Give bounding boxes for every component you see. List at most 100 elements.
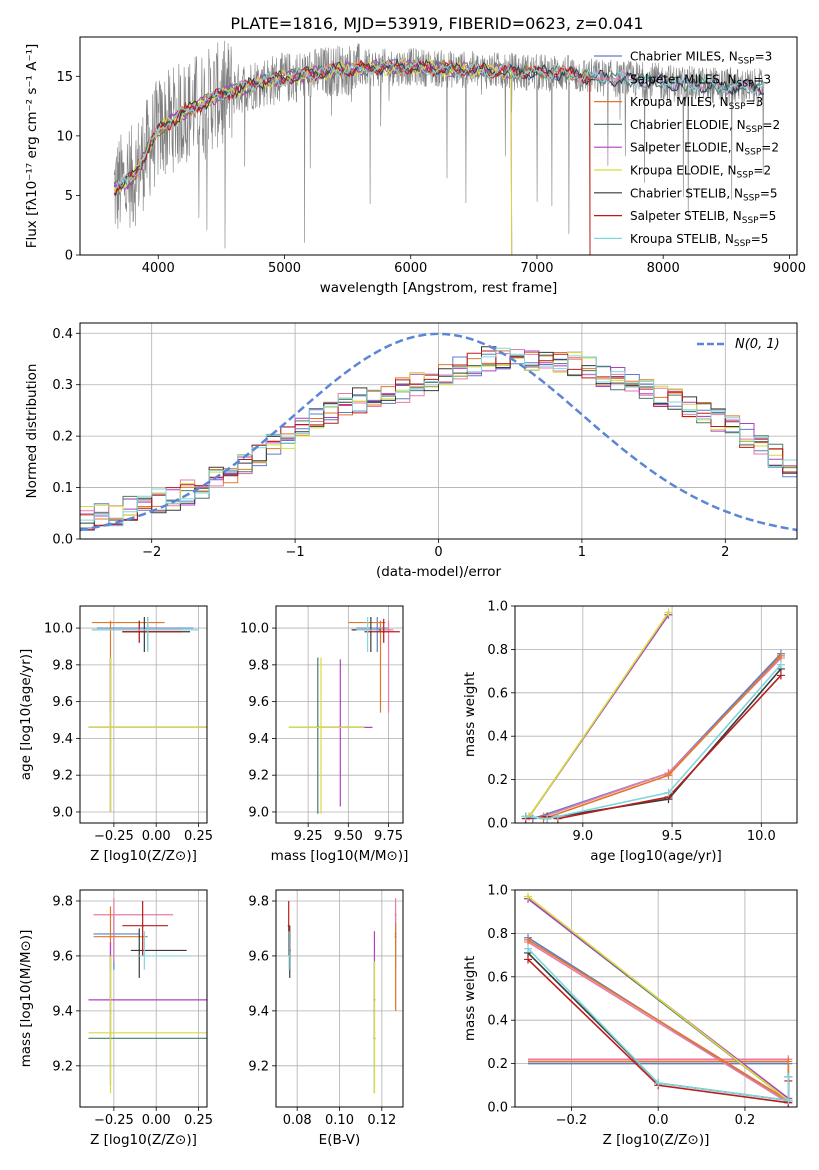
axes-frame xyxy=(514,889,798,1108)
legend-entry: Kroupa STELIB, NSSP=5 xyxy=(630,232,768,249)
panel-mass-vs-EBV: 0.08 0.10 0.12 9.2 9.4 9.6 9.8 E(B-V) xyxy=(248,889,404,1148)
series-line-kroupa-stelib xyxy=(527,948,790,1102)
y-tick-label: 9.4 xyxy=(248,1004,269,1019)
histogram-salpeter-stelib xyxy=(80,350,797,531)
x-tick-label: −0.25 xyxy=(94,829,134,844)
legend-entry-main: Salpeter ELODIE, N xyxy=(630,141,744,155)
legend-entry-tail: =5 xyxy=(759,209,777,223)
x-axis-label: Z [log10(Z/Z⊙)] xyxy=(603,1132,710,1148)
legend-entry: Chabrier STELIB, NSSP=5 xyxy=(630,186,778,203)
x-tick-label: 9.0 xyxy=(572,829,593,844)
legend-entry-sub: SSP xyxy=(743,193,760,203)
x-axis-label: mass [log10(M/M⊙)] xyxy=(271,848,409,864)
axes-frame xyxy=(79,605,208,824)
legend-entry: Chabrier ELODIE, NSSP=2 xyxy=(630,118,780,135)
legend-entry-main: Kroupa MILES, N xyxy=(630,95,729,109)
x-tick-label: 0.00 xyxy=(142,1113,171,1128)
series-line-kroupa-elodie xyxy=(528,612,670,817)
y-tick-label: 9.6 xyxy=(248,949,269,964)
marker-kroupa-miles xyxy=(776,651,785,660)
y-axis-label: mass weight xyxy=(462,956,478,1041)
legend-entry: Kroupa MILES, NSSP=3 xyxy=(630,95,763,112)
y-tick-label: 0.0 xyxy=(487,817,508,832)
axes-frame xyxy=(79,889,208,1108)
axes-frame xyxy=(514,605,798,824)
x-tick-label: 0.25 xyxy=(184,1113,213,1128)
point-kroupa-stelib xyxy=(143,954,146,957)
y-axis-label: mass weight xyxy=(462,672,478,757)
marker-salpeter-stelib xyxy=(524,955,533,964)
legend-entry-sub: SSP xyxy=(737,171,754,181)
y-tick-label: 0.2 xyxy=(52,430,73,445)
panel-weight-vs-Z: −0.2 0.0 0.2 0.0 0.2 0.4 0.6 0.8 1.0 Z [log10(Z/Z… xyxy=(462,884,798,1148)
marker-kroupa-stelib xyxy=(553,812,562,821)
y-tick-label: 9.4 xyxy=(248,732,269,747)
marker-kroupa-elodie xyxy=(664,608,673,617)
marker-kroupa-stelib xyxy=(654,1079,663,1088)
legend-entry-tail: =2 xyxy=(762,118,780,132)
legend-entry-main: Salpeter MILES, N xyxy=(630,72,737,86)
x-tick-label: 4000 xyxy=(142,261,175,276)
point-kroupa-miles xyxy=(394,935,397,938)
legend-entry-main: Kroupa ELODIE, N xyxy=(630,164,737,178)
y-tick-label: 1.0 xyxy=(487,600,508,615)
x-tick-label: 8000 xyxy=(647,261,680,276)
x-tick-label: 0.10 xyxy=(325,1113,354,1128)
x-axis-label: (data-model)/error xyxy=(376,564,502,580)
legend-entry-tail: =5 xyxy=(751,232,769,246)
y-tick-label: 15 xyxy=(56,70,73,85)
y-axis-label: mass [log10(M/M⊙)] xyxy=(18,930,34,1068)
marker-kroupa-stelib xyxy=(521,812,530,821)
point-salpeter-stelib xyxy=(287,924,290,927)
model-line-kroupa-stelib xyxy=(114,58,765,189)
plot-area xyxy=(287,898,397,1094)
legend-entry: N(0, 1) xyxy=(735,337,780,352)
plot-area xyxy=(88,898,207,1094)
x-tick-label: 7000 xyxy=(520,261,553,276)
y-tick-label: 9.4 xyxy=(52,732,73,747)
marker-salpeter-stelib xyxy=(776,671,785,680)
legend-entry-tail: =2 xyxy=(761,141,779,155)
panel-weight-vs-age: 9.0 9.5 10.0 0.0 0.2 0.4 0.6 0.8 1.0 age [log10(a… xyxy=(462,600,798,864)
y-tick-label: 0.8 xyxy=(487,927,508,942)
marker-kroupa-elodie xyxy=(524,892,533,901)
legend-entry-sub: SSP xyxy=(738,57,755,67)
x-axis-label: Z [log10(Z/Z⊙)] xyxy=(90,1132,197,1148)
x-tick-label: 0.0 xyxy=(648,1113,669,1128)
legend-entry-main: Salpeter STELIB, N xyxy=(630,209,742,223)
x-tick-label: −1 xyxy=(286,545,305,560)
point-salpeter-miles xyxy=(112,913,115,916)
y-tick-label: 10.0 xyxy=(44,622,73,637)
y-tick-label: 10.0 xyxy=(240,622,269,637)
x-tick-label: 0.2 xyxy=(735,1113,756,1128)
y-tick-label: 0.4 xyxy=(487,1014,508,1029)
marker-kroupa-miles xyxy=(664,771,673,780)
point-salpeter-miles xyxy=(394,913,397,916)
x-axis-label: wavelength [Angstrom, rest frame] xyxy=(320,280,558,296)
x-tick-label: −0.25 xyxy=(94,1113,134,1128)
legend-entry-tail: =3 xyxy=(746,95,764,109)
y-tick-label: 1.0 xyxy=(487,884,508,899)
y-tick-label: 9.8 xyxy=(52,894,73,909)
panel-mass-vs-Z: −0.25 0.00 0.25 9.2 9.4 9.6 9.8 Z [log10(Z/Z⊙)]… xyxy=(18,889,213,1148)
y-tick-label: 0.8 xyxy=(487,643,508,658)
legend-entry-tail: =3 xyxy=(755,50,773,64)
x-axis-label: E(B-V) xyxy=(319,1132,361,1148)
y-tick-label: 9.4 xyxy=(52,1004,73,1019)
point-kroupa-elodie xyxy=(109,726,112,729)
legend-entry-main: Kroupa STELIB, N xyxy=(630,232,734,246)
x-tick-label: 9.50 xyxy=(334,829,363,844)
legend-entry-sub: SSP xyxy=(742,216,759,226)
marker-kroupa-stelib xyxy=(784,1096,793,1105)
point-kroupa-miles xyxy=(109,935,112,938)
x-tick-label: 0.12 xyxy=(367,1113,396,1128)
legend-entry: Chabrier MILES, NSSP=3 xyxy=(630,50,772,67)
y-tick-label: 9.6 xyxy=(248,695,269,710)
y-axis-label: Normed distribution xyxy=(24,364,40,499)
plot-area xyxy=(288,617,400,814)
histogram-kroupa-stelib xyxy=(80,347,797,527)
figure-title: PLATE=1816, MJD=53919, FIBERID=0623, z=0… xyxy=(230,14,643,33)
y-tick-label: 0.4 xyxy=(487,730,508,745)
